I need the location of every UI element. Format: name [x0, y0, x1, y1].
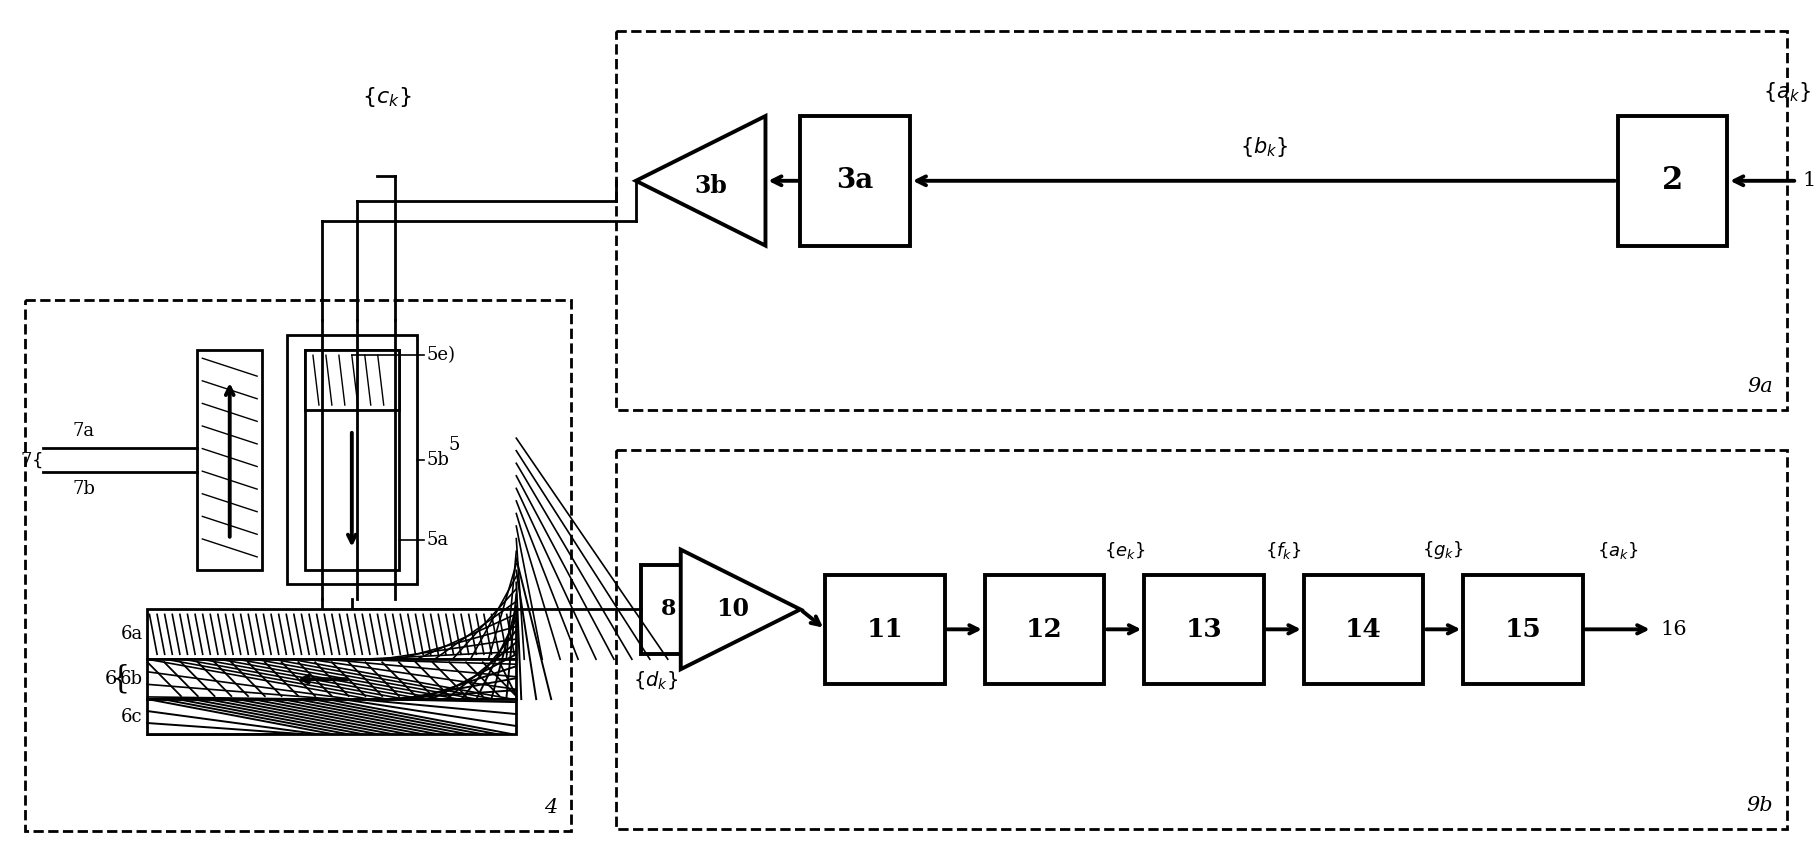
Text: 2: 2 — [1662, 165, 1684, 196]
Text: $\{d_k\}$: $\{d_k\}$ — [633, 669, 679, 691]
Text: 6a: 6a — [120, 625, 142, 643]
Bar — [25, 301, 571, 831]
Bar — [641, 565, 695, 654]
Bar — [615, 450, 1787, 829]
Text: 9a: 9a — [1747, 377, 1773, 396]
Bar — [801, 116, 910, 245]
Bar — [306, 350, 399, 410]
Text: 6b: 6b — [120, 671, 142, 688]
Text: 13: 13 — [1185, 617, 1223, 642]
Bar — [985, 574, 1105, 684]
Text: 10: 10 — [715, 597, 750, 621]
Text: 8: 8 — [661, 598, 675, 620]
Text: 9b: 9b — [1747, 796, 1773, 815]
Text: 3b: 3b — [693, 174, 726, 198]
Bar — [147, 609, 517, 659]
Bar — [1145, 574, 1263, 684]
Text: $\{a_k\}$: $\{a_k\}$ — [1596, 539, 1638, 561]
Bar — [147, 699, 517, 734]
Text: $\{b_k\}$: $\{b_k\}$ — [1239, 135, 1289, 158]
Text: 7$\{$: 7$\{$ — [20, 450, 44, 469]
Bar — [147, 659, 517, 699]
Text: 5: 5 — [448, 436, 460, 454]
Text: 1: 1 — [1802, 171, 1816, 190]
Text: 5a: 5a — [426, 531, 450, 549]
Text: 6: 6 — [106, 671, 118, 688]
Bar — [1463, 574, 1583, 684]
Text: 12: 12 — [1026, 617, 1063, 642]
Bar — [1618, 116, 1727, 245]
Text: 4: 4 — [544, 797, 557, 817]
Bar — [615, 32, 1787, 410]
Polygon shape — [681, 550, 801, 669]
Text: 6c: 6c — [120, 707, 142, 726]
Text: $\{a_k\}$: $\{a_k\}$ — [1764, 80, 1811, 104]
Bar — [306, 350, 399, 569]
Bar — [1303, 574, 1423, 684]
Polygon shape — [635, 116, 766, 245]
Text: 3a: 3a — [837, 167, 874, 194]
Text: $\{c_k\}$: $\{c_k\}$ — [362, 85, 411, 109]
Text: 5e): 5e) — [426, 346, 455, 365]
Text: $\{f_k\}$: $\{f_k\}$ — [1265, 539, 1301, 561]
Text: 14: 14 — [1345, 617, 1381, 642]
Bar — [824, 574, 945, 684]
Text: 15: 15 — [1505, 617, 1542, 642]
Bar — [197, 350, 262, 569]
Text: 16: 16 — [1660, 620, 1687, 639]
Bar — [288, 336, 417, 584]
Text: 11: 11 — [866, 617, 903, 642]
Text: 7a: 7a — [73, 422, 95, 440]
Text: $\{e_k\}$: $\{e_k\}$ — [1103, 539, 1145, 561]
Text: 5b: 5b — [426, 451, 450, 469]
Text: $\{g_k\}$: $\{g_k\}$ — [1423, 538, 1463, 561]
Text: {: { — [111, 664, 129, 694]
Text: 7b: 7b — [73, 480, 96, 498]
